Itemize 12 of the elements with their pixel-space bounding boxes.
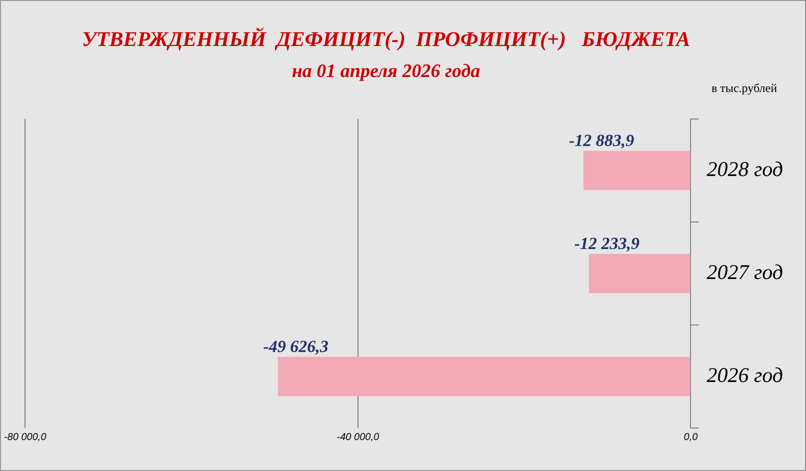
y-tick-label: 2026 год xyxy=(706,363,784,388)
x-tick-label: -40 000,0 xyxy=(336,432,380,443)
data-label: -49 626,3 xyxy=(263,336,329,356)
y-tick-label: 2027 год xyxy=(706,260,784,284)
x-tick-label: -80 000,0 xyxy=(4,432,47,443)
chart-title: УТВЕРЖДЕННЫЙ ДЕФИЦИТ(-) ПРОФИЦИТ(+) БЮДЖЕТА xyxy=(80,27,692,52)
data-label: -12 233,9 xyxy=(574,234,640,253)
chart-subtitle: на 01 апреля 2026 года xyxy=(292,61,480,82)
x-tick-label: 0,0 xyxy=(684,432,698,443)
data-label: -12 883,9 xyxy=(568,130,635,150)
text: в тыс.рублей xyxy=(711,81,777,96)
y-tick-label: 2028 год xyxy=(706,157,784,182)
